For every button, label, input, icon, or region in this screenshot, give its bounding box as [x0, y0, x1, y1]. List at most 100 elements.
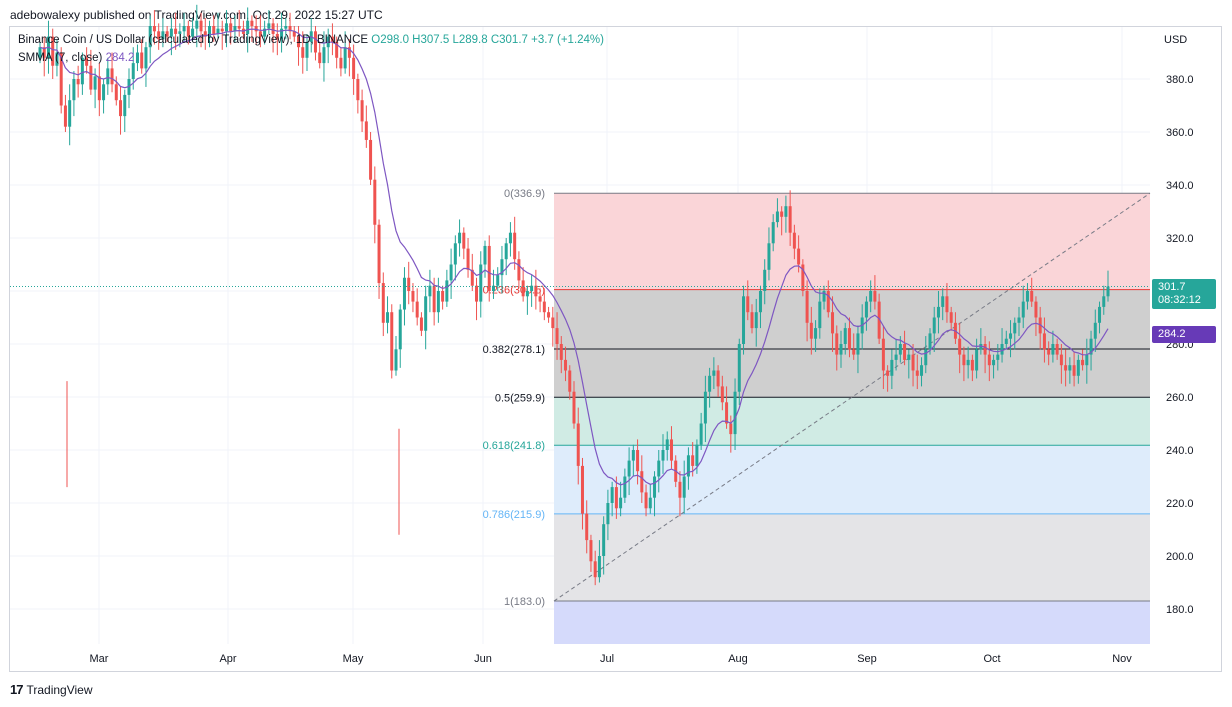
footer-brand[interactable]: 17 TradingView: [10, 682, 93, 697]
candle-body: [1072, 365, 1076, 376]
candle-body: [500, 259, 504, 276]
candle-body: [627, 460, 631, 477]
candle-body: [695, 444, 699, 466]
candle-body: [144, 47, 148, 69]
candle-body: [352, 57, 356, 79]
candle-body: [831, 312, 835, 334]
candle-body: [267, 23, 271, 29]
candle-body: [208, 26, 212, 37]
candle-body: [496, 275, 500, 286]
candle-body: [377, 224, 381, 284]
symbol-legend[interactable]: Binance Coin / US Dollar (calculated by …: [18, 34, 604, 46]
fib-level-label: 0(336.9): [504, 188, 545, 200]
candle-body: [843, 328, 847, 344]
candle-body: [123, 94, 127, 117]
smma-line: [39, 28, 1109, 486]
chart-frame[interactable]: [9, 26, 1222, 672]
candle-body: [110, 68, 114, 85]
candle-body: [864, 301, 868, 318]
smma-price-tag: 284.2: [1152, 326, 1216, 343]
candle-body: [729, 423, 733, 435]
candle-body: [250, 20, 254, 26]
candle-body: [712, 370, 716, 376]
price-tick-label: 360.0: [1166, 127, 1194, 139]
candle-body: [373, 179, 377, 225]
candle-body: [657, 460, 661, 477]
candle-body: [195, 20, 199, 29]
candle-body: [771, 222, 775, 244]
candle-body: [275, 33, 279, 40]
candle-body: [924, 349, 928, 366]
candle-body: [547, 312, 551, 318]
fib-zone: [554, 601, 1150, 644]
candle-body: [979, 344, 983, 350]
candle-body: [186, 26, 190, 37]
fib-zone: [554, 513, 1150, 602]
candle-body: [669, 439, 673, 461]
candle-body: [580, 465, 584, 514]
candle-body: [606, 503, 610, 525]
candle-body: [280, 28, 284, 40]
candle-body: [835, 333, 839, 355]
candle-body: [682, 476, 686, 498]
candle-body: [936, 306, 940, 318]
fib-level-label: 0.5(259.9): [495, 392, 545, 404]
candle-body: [102, 84, 106, 101]
candle-body: [504, 243, 508, 260]
candle-body: [839, 344, 843, 355]
indicator-legend[interactable]: SMMA (7, close) 284.2: [18, 52, 134, 64]
candle-body: [174, 28, 178, 34]
candle-body: [386, 312, 390, 323]
candle-body: [775, 211, 779, 223]
candle-body: [737, 344, 741, 392]
time-tick-label: Aug: [728, 653, 748, 665]
candle-body: [661, 450, 665, 461]
candle-body: [534, 285, 538, 297]
candle-body: [313, 31, 317, 53]
last-price-tag: 301.7 08:32:12: [1152, 279, 1216, 309]
candle-body: [343, 47, 347, 69]
candle-body: [288, 26, 292, 32]
candle-body: [318, 52, 322, 64]
candle-body: [364, 121, 368, 140]
candle-body: [564, 359, 568, 371]
candle-body: [758, 291, 762, 313]
candle-body: [975, 349, 979, 371]
candle-body: [1013, 322, 1017, 334]
candle-body: [254, 26, 258, 32]
candle-body: [886, 370, 890, 376]
candle-body: [1004, 338, 1008, 344]
candle-body: [881, 338, 885, 371]
fib-zone: [554, 193, 1150, 290]
time-tick-label: Apr: [219, 653, 236, 665]
price-tick-label: 220.0: [1166, 498, 1194, 510]
time-axis: Mar Apr May Jun Jul Aug Sep Oct Nov: [90, 653, 1133, 665]
time-tick-label: Oct: [983, 653, 1000, 665]
candle-body: [1042, 333, 1046, 350]
candle-body: [555, 328, 559, 344]
fibonacci-retracement: 0(336.9)0.236(300.5)0.382(278.1)0.5(259.…: [483, 188, 1150, 644]
candle-body: [233, 26, 237, 32]
candle-body: [292, 31, 296, 37]
candle-body: [436, 291, 440, 313]
candle-body: [987, 354, 991, 366]
candle-body: [814, 328, 818, 339]
candle-body: [199, 20, 203, 32]
candle-body: [716, 370, 720, 387]
candle-body: [407, 277, 411, 291]
candle-body: [763, 269, 767, 291]
candle-body: [148, 26, 152, 48]
candle-body: [818, 301, 822, 329]
candle-body: [152, 26, 156, 32]
candle-body: [415, 301, 419, 318]
fib-zone: [554, 349, 1150, 398]
fib-level-label: 0.618(241.8): [483, 440, 545, 452]
candle-body: [424, 296, 428, 331]
candle-body: [538, 296, 542, 302]
candle-body: [640, 471, 644, 493]
candle-body: [1009, 333, 1013, 339]
candle-body: [1106, 286, 1110, 297]
candle-body: [703, 391, 707, 424]
tradingview-logo-icon: 17: [10, 682, 24, 697]
